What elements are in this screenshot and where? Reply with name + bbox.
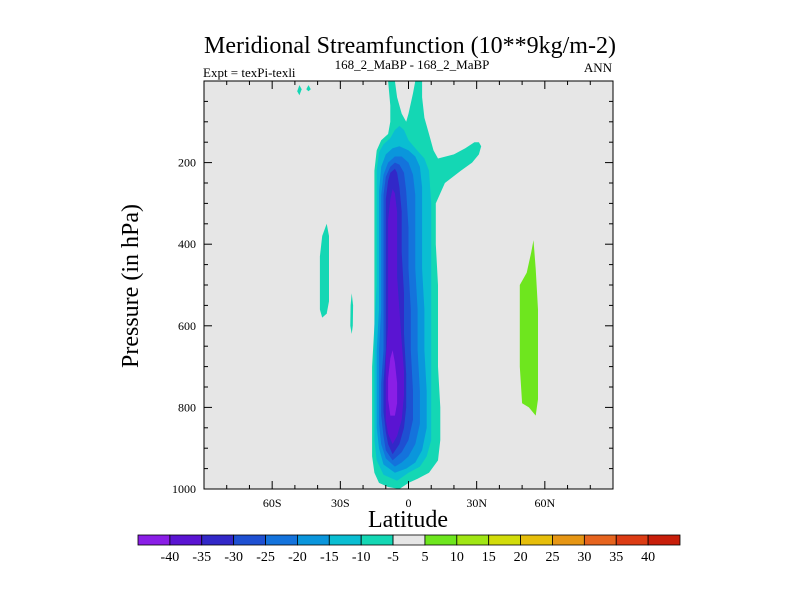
x-tick-label: 30S [331, 496, 350, 510]
y-tick-label: 800 [178, 400, 196, 414]
colorbar-label: -10 [352, 550, 371, 565]
y-axis-label: Pressure (in hPa) [118, 204, 144, 368]
colorbar-swatch [520, 534, 553, 546]
colorbar-label: -25 [256, 550, 275, 565]
contour-region-8 [319, 223, 329, 318]
colorbar-swatch [233, 534, 266, 546]
colorbar-swatch [424, 534, 458, 546]
colorbar-swatch [488, 534, 521, 546]
contour-region-7 [388, 350, 398, 416]
y-tick-label: 1000 [172, 482, 196, 496]
colorbar-label: -35 [192, 550, 211, 565]
colorbar-swatch [265, 534, 298, 546]
axis-ticks: 60S 30S 0 30N 60N 200 400 600 800 1000 [172, 80, 614, 510]
contour-region-11 [350, 293, 354, 334]
contour-regions [297, 81, 538, 489]
colorbar-label: 5 [421, 550, 428, 565]
contour-region-12 [519, 240, 538, 416]
colorbar-swatch [297, 534, 330, 546]
y-tick-label: 200 [178, 156, 196, 170]
chart-subtitle-right: ANN [584, 60, 613, 75]
colorbar-swatch [583, 534, 617, 546]
colorbar-swatch [169, 534, 203, 546]
colorbar: -40 -35 -30 -25 -20 -15 -10 -5 5 10 15 20 25 30 35 40 [137, 534, 681, 565]
colorbar-swatch [360, 534, 394, 546]
colorbar-label: 30 [577, 550, 591, 565]
x-axis-label: Latitude [368, 507, 448, 533]
colorbar-swatch [328, 534, 362, 546]
colorbar-swatch [552, 534, 585, 546]
colorbar-label: 25 [545, 550, 559, 565]
chart-subtitle-center: 168_2_MaBP - 168_2_MaBP [335, 57, 490, 72]
colorbar-swatch [137, 534, 171, 546]
x-tick-label: 60S [263, 496, 282, 510]
x-tick-label: 60N [534, 496, 555, 510]
colorbar-label: 10 [450, 550, 464, 565]
colorbar-label: 15 [482, 550, 496, 565]
contour-region-9 [297, 85, 302, 96]
y-tick-label: 400 [178, 237, 196, 251]
x-tick-label: 0 [406, 496, 412, 510]
colorbar-label: -5 [387, 550, 399, 565]
y-tick-label: 600 [178, 319, 196, 333]
colorbar-swatch [201, 534, 235, 546]
colorbar-label: -15 [320, 550, 339, 565]
contour-region-10 [306, 85, 311, 92]
colorbar-swatch [392, 534, 426, 546]
colorbar-label: -30 [224, 550, 243, 565]
chart-title: Meridional Streamfunction (10**9kg/m-2) [204, 33, 616, 59]
x-tick-label: 30N [466, 496, 487, 510]
colorbar-label: 20 [514, 550, 528, 565]
colorbar-swatch [647, 534, 681, 546]
colorbar-swatch [456, 534, 490, 546]
colorbar-label: -40 [161, 550, 180, 565]
colorbar-label: 35 [609, 550, 623, 565]
chart-subtitle-left: Expt = texPi-texli [203, 65, 296, 80]
colorbar-swatch [615, 534, 649, 546]
colorbar-label: -20 [288, 550, 307, 565]
colorbar-label: 40 [641, 550, 655, 565]
